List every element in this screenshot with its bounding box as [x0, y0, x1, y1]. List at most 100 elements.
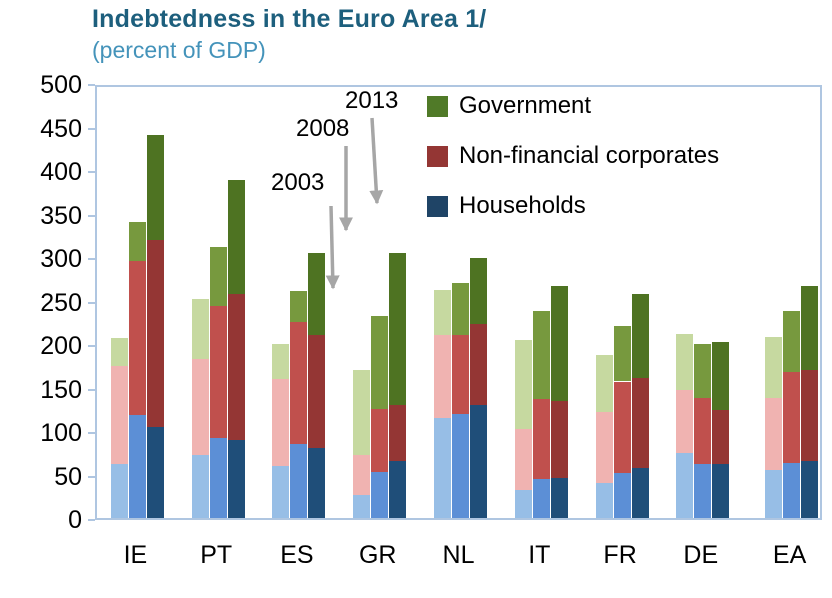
bar-segment-PT-2003-government: [191, 298, 209, 359]
legend-label: Government: [459, 92, 592, 119]
bar-segment-PT-2008-households: [209, 438, 227, 518]
bar-segment-FR-2013-non-financial-corporates: [631, 377, 649, 469]
y-axis-label-50: 50: [54, 462, 82, 491]
bar-segment-ES-2013-government: [308, 252, 326, 336]
annotation-year-2013: 2013: [345, 87, 399, 114]
bar-segment-GR-2003-non-financial-corporates: [353, 455, 371, 495]
x-axis-label-ES: ES: [280, 541, 314, 569]
bar-segment-NL-2008-households: [452, 413, 469, 518]
bar-segment-FR-2008-government: [613, 325, 631, 382]
y-axis-label-350: 350: [40, 201, 82, 230]
bar-segment-GR-2008-households: [371, 471, 389, 518]
bar-segment-IT-2008-non-financial-corporates: [532, 398, 550, 479]
y-axis-label-250: 250: [40, 288, 82, 317]
bar-segment-NL-2003-non-financial-corporates: [434, 335, 451, 418]
bar-segment-NL-2003-households: [434, 417, 451, 518]
bar-segment-PT-2008-government: [209, 246, 227, 306]
bar-segment-IE-2008-non-financial-corporates: [128, 261, 146, 416]
bar-segment-IE-2003-government: [110, 337, 128, 366]
bar-segment-DE-2008-households: [694, 464, 712, 518]
y-axis-label-200: 200: [40, 332, 82, 360]
legend-swatch-icon: [427, 95, 448, 117]
bar-segment-EA-2013-government: [801, 285, 819, 371]
bar-segment-PT-2003-non-financial-corporates: [191, 358, 209, 455]
chart-subtitle: (percent of GDP): [92, 37, 266, 63]
bar-segment-EA-2003-non-financial-corporates: [765, 397, 783, 471]
bar-segment-DE-2003-non-financial-corporates: [676, 390, 694, 453]
y-axis-tick: [88, 301, 95, 304]
bar-segment-GR-2003-government: [353, 370, 371, 456]
bar-segment-IT-2008-government: [532, 310, 550, 399]
bar-segment-DE-2013-government: [712, 342, 730, 411]
y-axis-label-500: 500: [40, 71, 82, 99]
bar-segment-FR-2008-non-financial-corporates: [613, 381, 631, 473]
y-axis-label-0: 0: [68, 506, 82, 534]
legend-swatch-icon: [427, 145, 448, 167]
bar-segment-IT-2013-households: [550, 478, 568, 518]
bar-segment-EA-2013-households: [801, 460, 819, 518]
bar-segment-FR-2003-government: [595, 355, 613, 412]
bar-segment-ES-2003-households: [272, 465, 290, 518]
x-axis-label-IE: IE: [123, 541, 148, 569]
bar-segment-ES-2003-non-financial-corporates: [272, 378, 290, 466]
bar-segment-IT-2008-households: [532, 478, 550, 518]
bar-segment-GR-2013-government: [389, 252, 407, 405]
legend-item: Government: [427, 92, 719, 120]
y-axis-tick: [88, 519, 95, 521]
legend: Government Non-financial corporates Househ…: [427, 92, 719, 242]
bar-segment-DE-2003-government: [676, 334, 694, 391]
y-axis-tick: [88, 475, 95, 478]
bar-segment-IT-2013-government: [550, 285, 568, 401]
y-axis-label-100: 100: [40, 419, 82, 447]
y-axis-label-150: 150: [40, 375, 82, 404]
bar-segment-IE-2013-households: [146, 426, 164, 518]
bar-segment-GR-2013-non-financial-corporates: [389, 404, 407, 462]
x-axis-label-IT: IT: [528, 541, 551, 569]
bar-segment-NL-2008-government: [452, 283, 469, 336]
chart-title: Indebtedness in the Euro Area 1/: [92, 5, 487, 33]
bar-segment-GR-2008-government: [371, 316, 389, 410]
y-axis-label-450: 450: [40, 114, 82, 143]
bar-segment-ES-2008-non-financial-corporates: [290, 322, 308, 444]
y-axis-tick: [88, 171, 95, 173]
bar-segment-ES-2013-non-financial-corporates: [308, 335, 326, 449]
bar-segment-IE-2008-government: [128, 222, 146, 262]
bar-segment-GR-2008-non-financial-corporates: [371, 409, 389, 472]
bar-segment-NL-2013-non-financial-corporates: [470, 324, 487, 405]
bar-segment-EA-2008-non-financial-corporates: [783, 371, 801, 464]
x-axis-label-PT: PT: [200, 541, 233, 569]
legend-label: Households: [459, 192, 586, 219]
bar-segment-FR-2013-government: [631, 293, 649, 378]
bar-segment-IT-2003-government: [514, 339, 532, 430]
bar-segment-IT-2003-households: [514, 490, 532, 518]
y-axis-tick: [88, 388, 95, 391]
bar-segment-IT-2013-non-financial-corporates: [550, 400, 568, 478]
legend-label: Non-financial corporates: [459, 142, 720, 169]
bar-segment-GR-2003-households: [353, 494, 371, 518]
legend-item: Non-financial corporates: [427, 142, 719, 170]
bar-segment-NL-2013-households: [470, 404, 487, 518]
bar-segment-ES-2003-government: [272, 344, 290, 379]
bar-segment-FR-2003-non-financial-corporates: [595, 411, 613, 484]
bar-segment-NL-2008-non-financial-corporates: [452, 335, 469, 414]
bar-segment-PT-2003-households: [191, 454, 209, 518]
bar-segment-ES-2008-households: [290, 444, 308, 518]
bar-segment-PT-2008-non-financial-corporates: [209, 305, 227, 438]
x-axis-label-FR: FR: [603, 541, 637, 569]
bar-segment-PT-2013-non-financial-corporates: [227, 293, 245, 440]
bar-segment-DE-2008-non-financial-corporates: [694, 398, 712, 465]
x-axis-label-GR: GR: [358, 541, 397, 569]
bar-segment-ES-2013-households: [308, 448, 326, 518]
bar-segment-FR-2008-households: [613, 472, 631, 518]
bar-segment-IE-2003-households: [110, 464, 128, 518]
bar-segment-DE-2013-households: [712, 464, 730, 518]
bar-segment-EA-2008-households: [783, 463, 801, 518]
bar-segment-EA-2008-government: [783, 310, 801, 372]
bar-segment-IT-2003-non-financial-corporates: [514, 429, 532, 491]
bar-segment-DE-2003-households: [676, 452, 694, 518]
y-axis-tick: [88, 432, 95, 434]
bar-segment-FR-2003-households: [595, 483, 613, 518]
bar-segment-EA-2003-households: [765, 470, 783, 518]
y-axis-tick: [88, 84, 95, 86]
